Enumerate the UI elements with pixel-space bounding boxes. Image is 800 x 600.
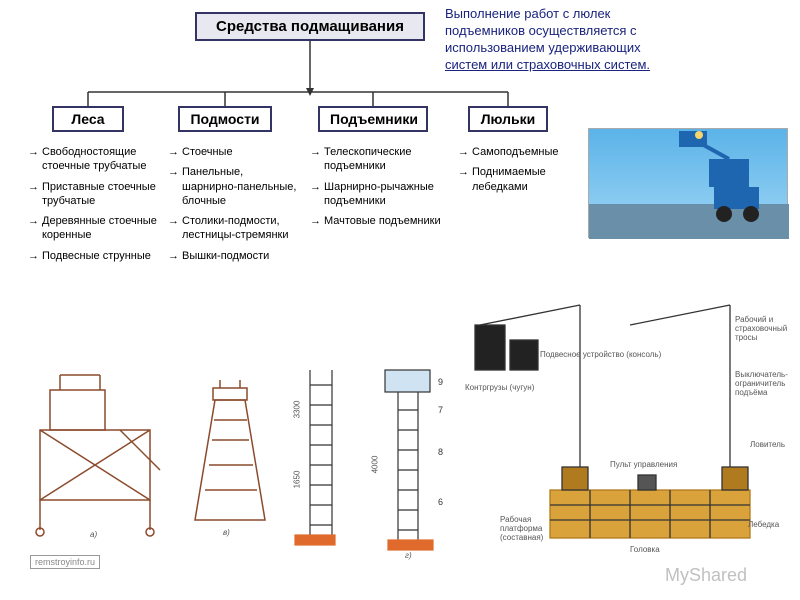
item-text: Столики-подмости, лестницы-стремянки [182,214,298,243]
cat-lyulki: Люльки [468,106,548,132]
svg-text:8: 8 [438,447,443,457]
item-text: Мачтовые подъемники [324,214,441,228]
dim-1650: 1650 [292,471,301,489]
svg-text:6: 6 [438,497,443,507]
arrow-icon: → [310,214,321,228]
tag-v: в) [223,528,230,537]
list-item: →Свободностоящие стоечные трубчатые [28,145,158,174]
arrow-icon: → [458,165,469,194]
item-text: Поднимаемые лебедками [472,165,578,194]
item-text: Вышки-подмости [182,249,269,263]
lbl-head: Головка [630,545,660,554]
watermark: MyShared [665,565,747,586]
dim-4000: 4000 [370,456,379,474]
arrow-icon: → [28,249,39,263]
lbl-console: Подвесное устройство (консоль) [540,350,661,359]
arrow-icon: → [458,145,469,159]
svg-text:7: 7 [438,405,443,415]
list-item: →Вышки-подмости [168,249,298,263]
lbl-limiter: Выключатель-ограничитель подъёма [735,370,790,397]
col-lesa: →Свободностоящие стоечные трубчатые→Прис… [28,145,158,269]
list-item: →Подвесные струнные [28,249,158,263]
arrow-icon: → [168,145,179,159]
root-label: Средства подмащивания [216,18,404,35]
photo-lift [588,128,788,238]
list-item: →Приставные стоечные трубчатые [28,180,158,209]
col-podmosti: →Стоечные→Панельные, шарнирно-панельные,… [168,145,298,269]
credit-label: remstroyinfo.ru [30,555,100,569]
lbl-ropes: Рабочий и страховочный тросы [735,315,790,342]
item-text: Самоподъемные [472,145,559,159]
lbl-control: Пульт управления [610,460,677,469]
note-line: Выполнение работ с люлек [445,6,785,23]
list-item: →Телескопические подъемники [310,145,445,174]
illus-ladder1: 1650 3300 [290,365,355,555]
list-item: →Поднимаемые лебедками [458,165,578,194]
arrow-icon: → [168,249,179,263]
list-item: →Панельные, шарнирно-панельные, блочные [168,165,298,208]
lbl-platform: Рабочая платформа (составная) [500,515,560,542]
item-text: Подвесные струнные [42,249,151,263]
lbl-counterweight: Контргрузы (чугун) [465,383,534,392]
item-text: Приставные стоечные трубчатые [42,180,158,209]
arrow-icon: → [28,214,39,243]
list-item: →Шарнирно-рычажные подъемники [310,180,445,209]
illus-stepladder: в) [185,380,275,540]
list-item: →Деревянные стоечные коренные [28,214,158,243]
lbl-catcher: Ловитель [750,440,785,449]
item-text: Стоечные [182,145,233,159]
item-text: Деревянные стоечные коренные [42,214,158,243]
arrow-icon: → [168,165,179,208]
dim-3300: 3300 [292,401,301,419]
svg-text:9: 9 [438,377,443,387]
item-text: Свободностоящие стоечные трубчатые [42,145,158,174]
description-note: Выполнение работ с люлек подъемников осу… [445,6,785,74]
cat-lesa: Леса [52,106,124,132]
tag-g: г) [405,551,412,560]
arrow-icon: → [28,145,39,174]
list-item: →Самоподъемные [458,145,578,159]
item-text: Шарнирно-рычажные подъемники [324,180,445,209]
note-line: систем или страховочных систем. [445,57,785,74]
illus-scaffold: а) [30,370,170,540]
list-item: →Столики-подмости, лестницы-стремянки [168,214,298,243]
illus-cradle: Подвесное устройство (консоль) Контргруз… [460,295,790,590]
item-text: Панельные, шарнирно-панельные, блочные [182,165,298,208]
list-item: →Мачтовые подъемники [310,214,445,228]
arrow-icon: → [310,180,321,209]
cat-podyemniki: Подъемники [318,106,428,132]
arrow-icon: → [28,180,39,209]
illus-ladder2: 9 7 8 6 4000 г) [370,365,455,560]
item-text: Телескопические подъемники [324,145,445,174]
list-item: →Стоечные [168,145,298,159]
cat-podmosti: Подмости [178,106,272,132]
note-line: подъемников осуществляется с [445,23,785,40]
root-box: Средства подмащивания [195,12,425,41]
note-line: использованием удерживающих [445,40,785,57]
col-lyulki: →Самоподъемные→Поднимаемые лебедками [458,145,578,200]
tag-a: а) [90,530,97,539]
arrow-icon: → [168,214,179,243]
col-podyemniki: →Телескопические подъемники→Шарнирно-рыч… [310,145,445,234]
arrow-icon: → [310,145,321,174]
lbl-winch: Лебедка [748,520,779,529]
